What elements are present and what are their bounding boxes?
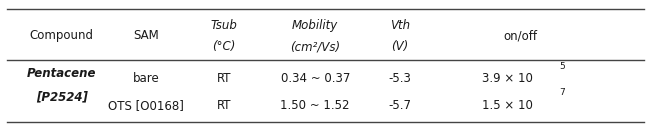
- Text: (cm²/Vs): (cm²/Vs): [290, 40, 341, 53]
- Text: 3.9 × 10: 3.9 × 10: [482, 72, 532, 85]
- Text: (°C): (°C): [213, 40, 236, 53]
- Text: -5.7: -5.7: [388, 99, 411, 112]
- Text: Compound: Compound: [30, 29, 94, 42]
- Text: on/off: on/off: [503, 29, 537, 42]
- Text: -5.3: -5.3: [388, 72, 411, 85]
- Text: 5: 5: [560, 62, 565, 71]
- Text: 7: 7: [560, 88, 565, 97]
- Text: [P2524]: [P2524]: [36, 90, 88, 104]
- Text: Mobility: Mobility: [292, 19, 339, 32]
- Text: Tsub: Tsub: [211, 19, 238, 32]
- Text: 1.50 ~ 1.52: 1.50 ~ 1.52: [281, 99, 350, 112]
- Text: OTS [O0168]: OTS [O0168]: [109, 99, 184, 112]
- Text: Vth: Vth: [390, 19, 410, 32]
- Text: RT: RT: [217, 72, 231, 85]
- Text: RT: RT: [217, 99, 231, 112]
- Text: 0.34 ~ 0.37: 0.34 ~ 0.37: [281, 72, 350, 85]
- Text: SAM: SAM: [133, 29, 159, 42]
- Text: Pentacene: Pentacene: [27, 67, 96, 80]
- Text: bare: bare: [133, 72, 160, 85]
- Text: (V): (V): [391, 40, 408, 53]
- Text: 1.5 × 10: 1.5 × 10: [482, 99, 532, 112]
